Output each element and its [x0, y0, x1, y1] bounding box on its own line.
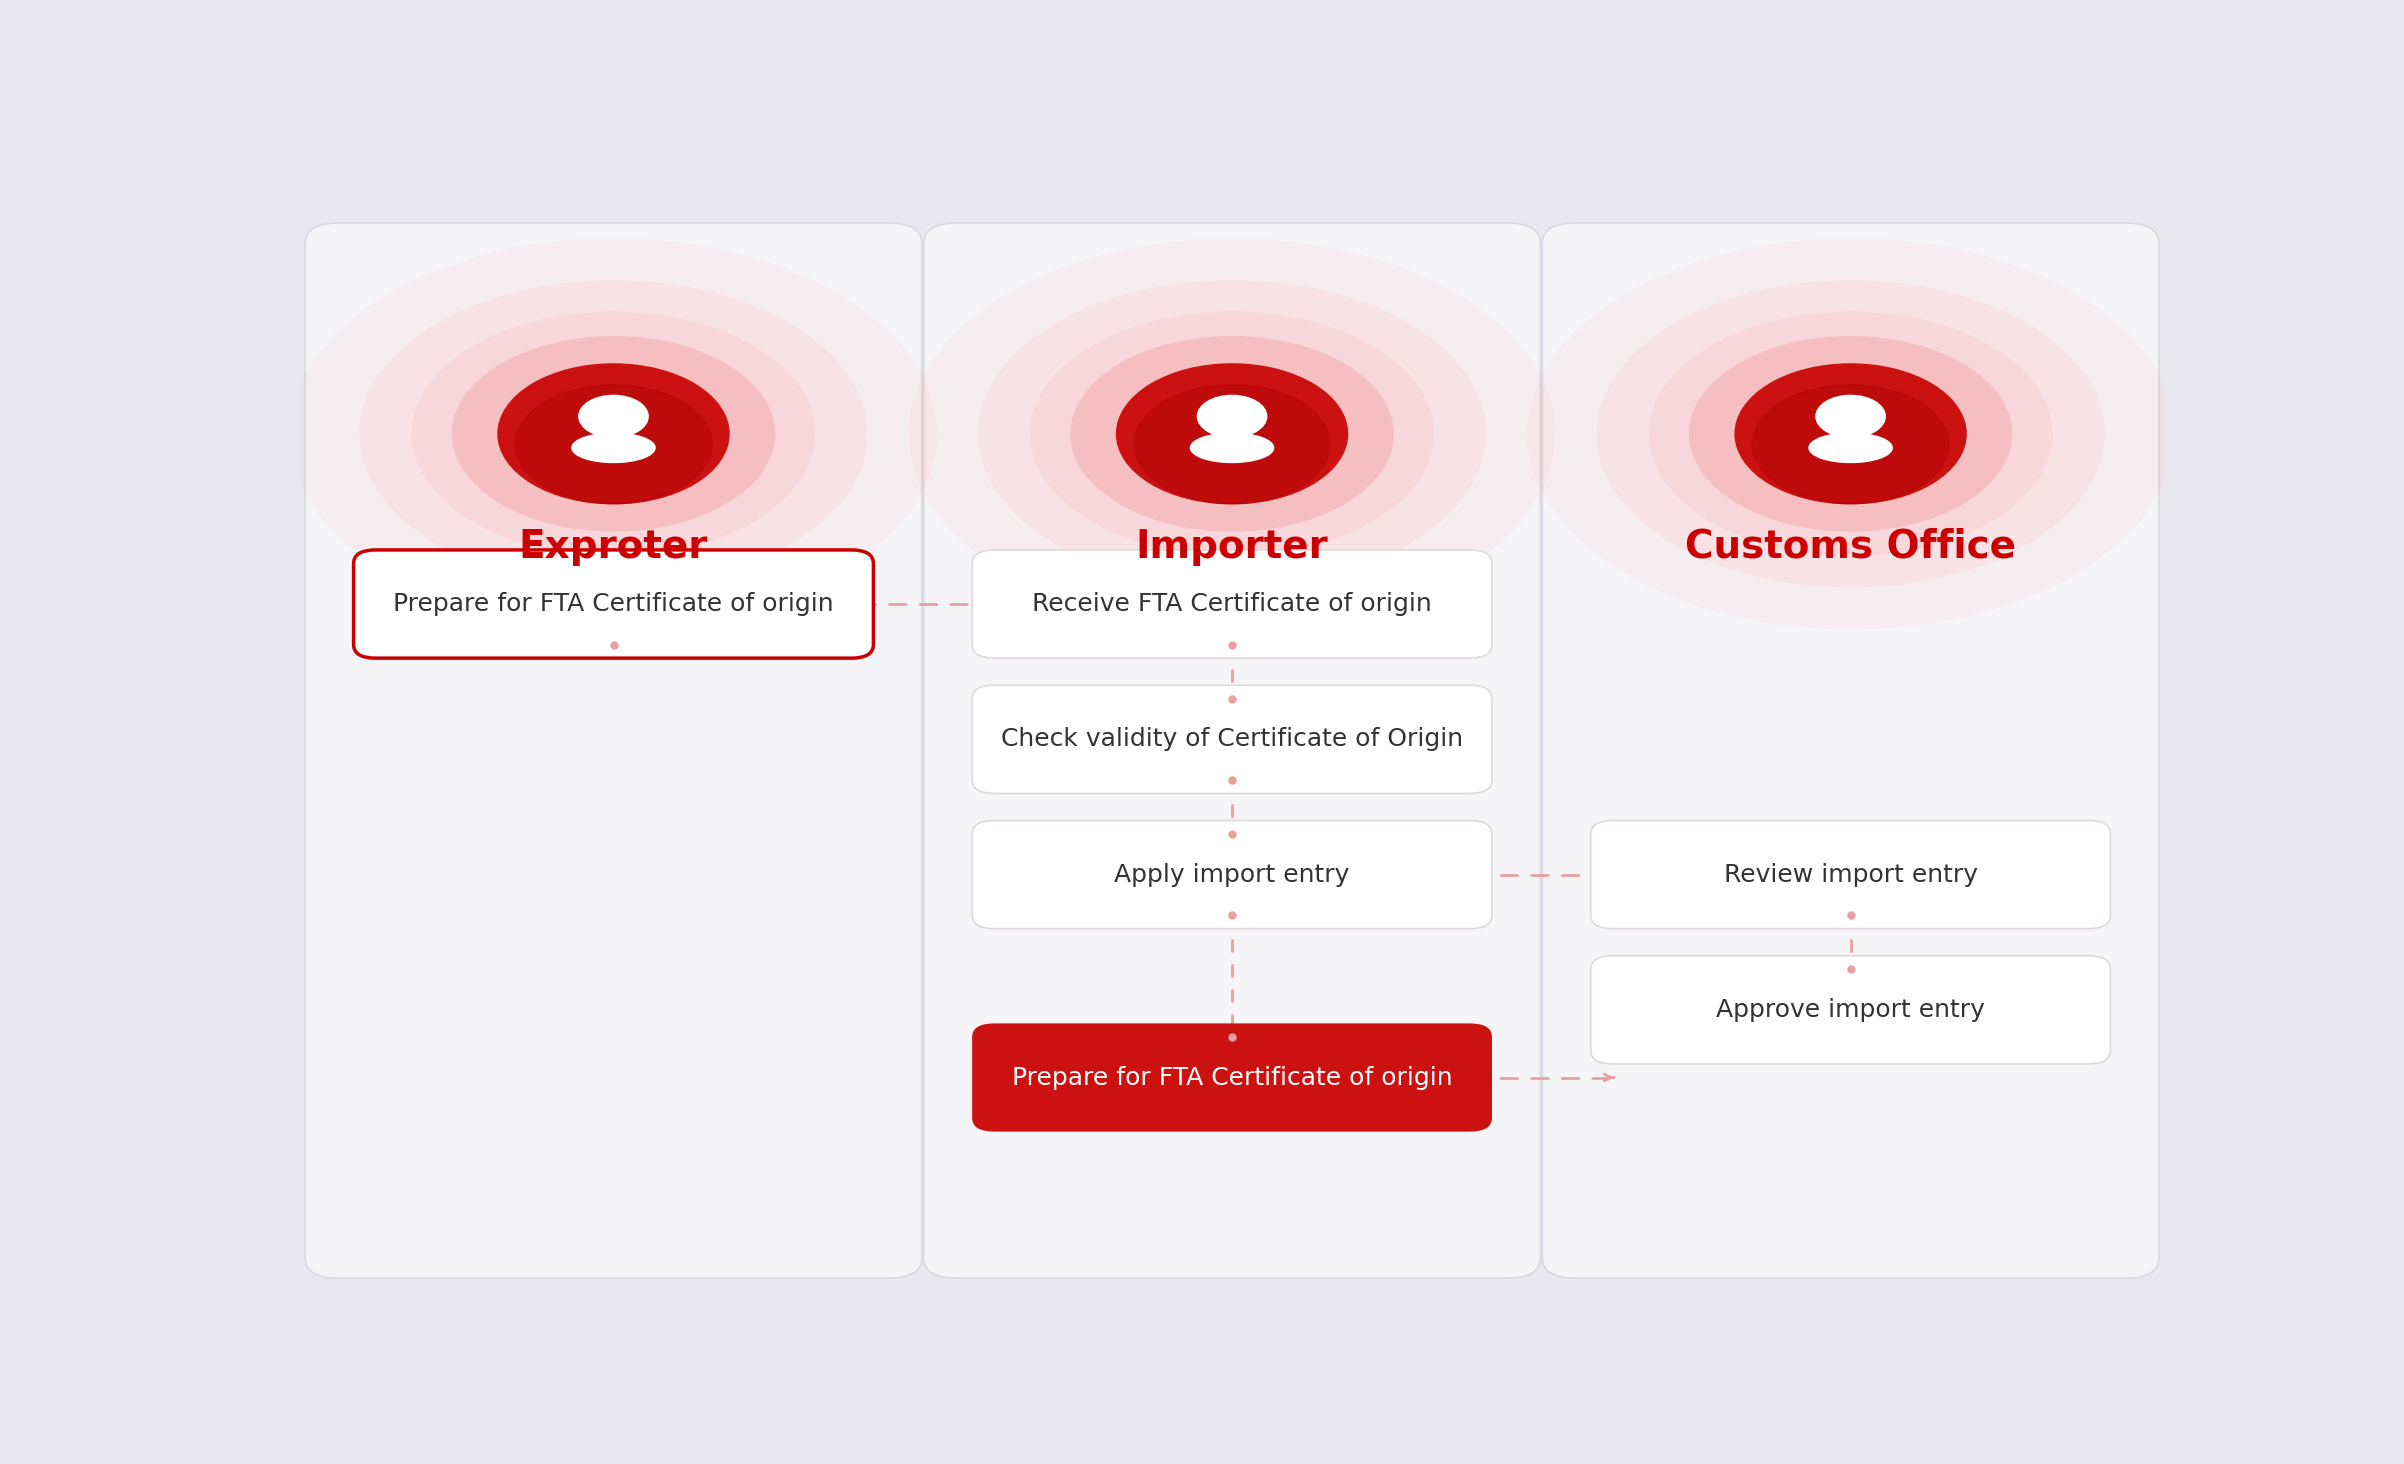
Text: Apply import entry: Apply import entry: [1115, 862, 1349, 887]
FancyBboxPatch shape: [353, 550, 873, 659]
Circle shape: [1197, 395, 1267, 438]
Text: Approve import entry: Approve import entry: [1716, 998, 1986, 1022]
FancyBboxPatch shape: [923, 223, 1541, 1278]
Ellipse shape: [1190, 433, 1274, 463]
Ellipse shape: [1810, 433, 1892, 463]
Circle shape: [1029, 312, 1435, 556]
Text: Prepare for FTA Certificate of origin: Prepare for FTA Certificate of origin: [1012, 1066, 1452, 1089]
FancyBboxPatch shape: [971, 550, 1493, 659]
Circle shape: [452, 335, 774, 531]
Circle shape: [1753, 385, 1950, 504]
Circle shape: [1527, 239, 2173, 630]
FancyBboxPatch shape: [305, 223, 921, 1278]
Circle shape: [1649, 312, 2053, 556]
Circle shape: [1815, 395, 1885, 438]
FancyBboxPatch shape: [1591, 956, 2111, 1064]
Circle shape: [291, 239, 938, 630]
Circle shape: [411, 312, 815, 556]
Circle shape: [1736, 365, 1966, 504]
Circle shape: [498, 365, 728, 504]
Circle shape: [514, 385, 712, 504]
Text: Exproter: Exproter: [519, 527, 709, 565]
Text: Receive FTA Certificate of origin: Receive FTA Certificate of origin: [1031, 591, 1433, 616]
Circle shape: [978, 280, 1486, 587]
Text: Prepare for FTA Certificate of origin: Prepare for FTA Certificate of origin: [394, 591, 834, 616]
Circle shape: [358, 280, 868, 587]
FancyBboxPatch shape: [1543, 223, 2159, 1278]
Circle shape: [1115, 365, 1349, 504]
FancyBboxPatch shape: [971, 820, 1493, 928]
Circle shape: [1690, 335, 2012, 531]
Circle shape: [579, 395, 649, 438]
FancyBboxPatch shape: [1591, 820, 2111, 928]
Ellipse shape: [572, 433, 654, 463]
Text: Review import entry: Review import entry: [1724, 862, 1978, 887]
Circle shape: [1596, 280, 2106, 587]
Text: Check validity of Certificate of Origin: Check validity of Certificate of Origin: [1000, 728, 1464, 751]
Text: Importer: Importer: [1135, 527, 1329, 565]
FancyBboxPatch shape: [971, 685, 1493, 793]
Circle shape: [909, 239, 1555, 630]
Circle shape: [1135, 385, 1329, 504]
Circle shape: [1070, 335, 1394, 531]
FancyBboxPatch shape: [971, 1023, 1493, 1132]
Text: Customs Office: Customs Office: [1685, 527, 2017, 565]
